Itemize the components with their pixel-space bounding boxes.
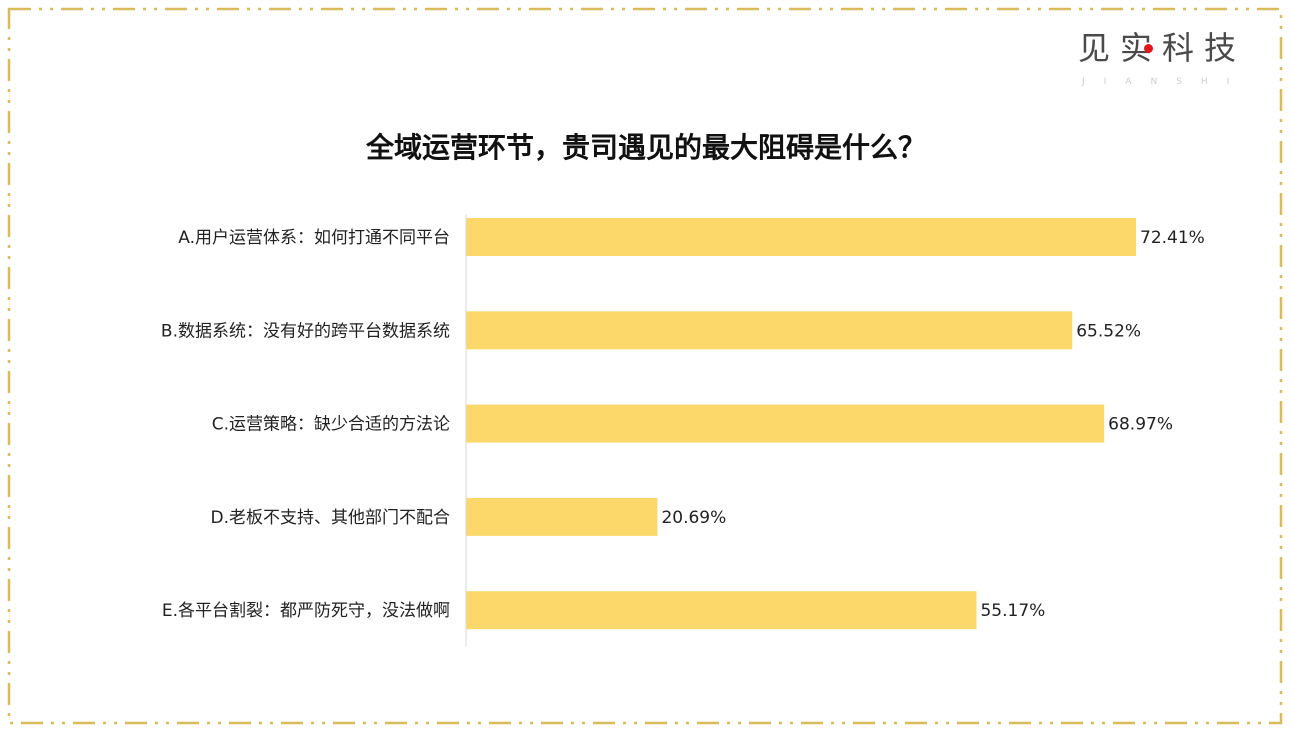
bar [466, 591, 977, 630]
chart-title: 全域运营环节，贵司遇见的最大阻碍是什么？ [365, 131, 926, 164]
data-label: 68.97% [1108, 415, 1173, 435]
bar [466, 497, 658, 536]
category-label: A.用户运营体系：如何打通不同平台 [178, 228, 450, 248]
data-label: 55.17% [980, 601, 1045, 621]
data-label: 20.69% [661, 508, 726, 528]
bar [466, 404, 1105, 443]
logo-dot [1144, 44, 1153, 53]
dashed-border [7, 7, 1283, 725]
category-label: C.运营策略：缺少合适的方法论 [212, 415, 450, 435]
logo-subtext: JIANSHI [1082, 77, 1249, 87]
bar [466, 311, 1073, 350]
bar [466, 218, 1136, 256]
data-label: 65.52% [1076, 321, 1141, 341]
logo: 见实科技 JIANSHI [1078, 30, 1268, 92]
category-label: E.各平台割裂：都严防死守，没法做啊 [162, 601, 450, 621]
category-label: B.数据系统：没有好的跨平台数据系统 [161, 321, 450, 341]
logo-text: 见实科技 [1078, 30, 1247, 66]
data-label: 72.41% [1140, 228, 1205, 248]
category-label: D.老板不支持、其他部门不配合 [211, 508, 451, 528]
